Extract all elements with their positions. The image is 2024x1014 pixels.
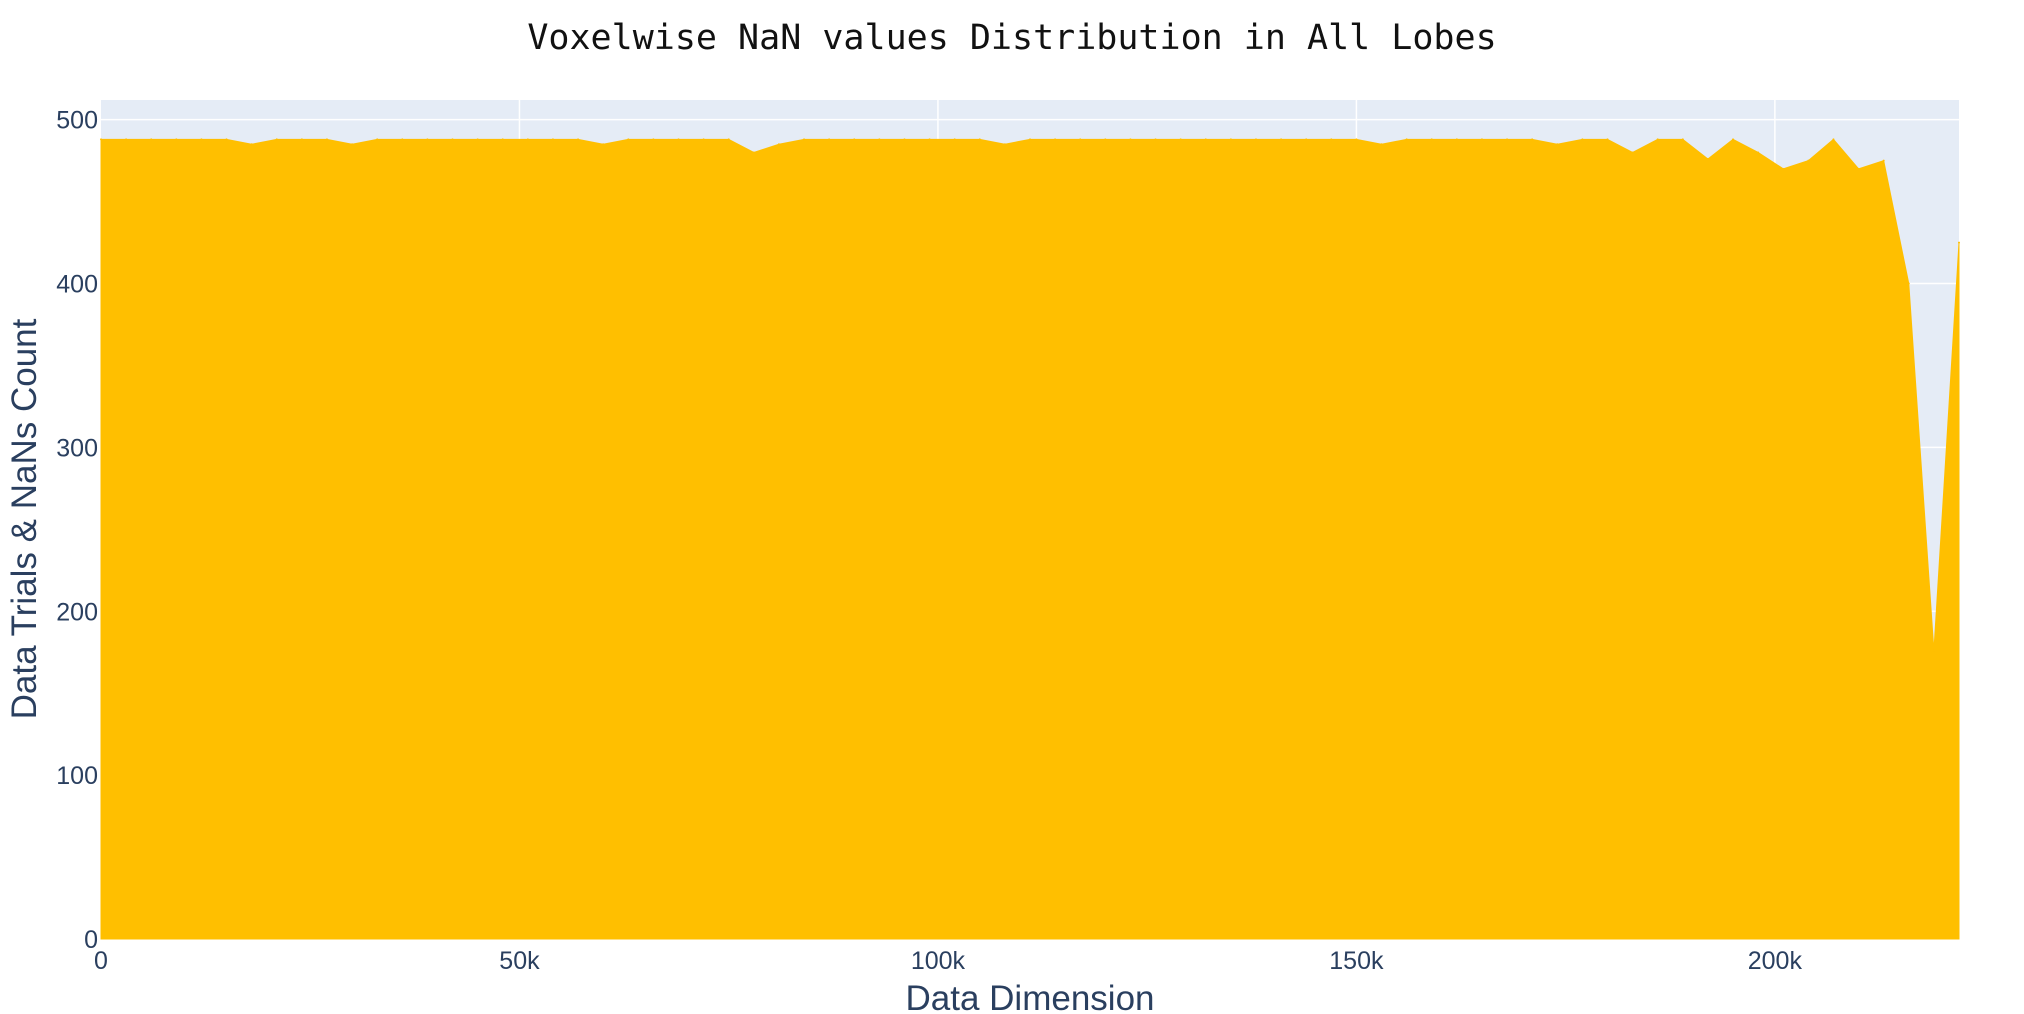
x-tick-label: 100k <box>911 947 966 975</box>
series-area <box>100 138 1960 940</box>
data-point <box>1179 138 1182 141</box>
data-point <box>551 138 554 141</box>
data-point <box>903 138 906 141</box>
data-point <box>1029 138 1031 141</box>
data-point <box>1003 143 1006 146</box>
data-point <box>577 138 580 141</box>
data-point <box>300 138 303 141</box>
x-tick-label: 200k <box>1748 947 1803 975</box>
x-axis-ticks: 0 50k 100k 150k 200k <box>94 947 1802 975</box>
data-point <box>1455 138 1458 141</box>
data-point <box>476 138 479 141</box>
data-point <box>752 151 755 154</box>
data-point <box>501 138 504 141</box>
data-point <box>702 138 705 141</box>
data-point <box>602 143 605 146</box>
data-point <box>853 138 856 141</box>
data-point <box>1280 138 1283 141</box>
data-point <box>677 138 680 141</box>
data-point <box>351 143 354 146</box>
data-point <box>1832 138 1835 141</box>
data-point <box>1581 138 1584 141</box>
x-tick-label: 50k <box>499 947 540 975</box>
data-point <box>878 138 881 141</box>
y-axis-ticks: 0 100 200 300 400 500 <box>56 107 98 954</box>
data-point <box>1480 138 1483 141</box>
data-point <box>1430 138 1433 141</box>
data-point <box>1229 138 1232 141</box>
data-point <box>978 138 981 141</box>
data-point <box>928 138 931 141</box>
data-point <box>1782 167 1785 170</box>
y-axis-label: Data Trials & NaNs Count <box>5 318 44 719</box>
data-point <box>1857 167 1860 170</box>
data-point <box>727 138 730 141</box>
data-point <box>1104 138 1107 141</box>
data-point <box>1380 143 1383 146</box>
data-point <box>828 138 831 141</box>
data-point <box>1305 138 1308 141</box>
data-point <box>1606 138 1609 141</box>
chart-title: Voxelwise NaN values Distribution in All… <box>527 18 1496 58</box>
data-point <box>1757 151 1760 154</box>
data-point <box>401 138 404 141</box>
data-point <box>1958 241 1960 244</box>
data-point <box>150 138 153 141</box>
data-point <box>325 138 328 141</box>
data-point <box>200 138 203 141</box>
data-point <box>1556 143 1559 146</box>
data-point <box>175 138 178 141</box>
data-point <box>451 138 454 141</box>
data-point <box>1706 157 1709 160</box>
data-point <box>1506 138 1509 141</box>
data-point <box>100 138 102 141</box>
data-point <box>953 138 956 141</box>
data-point <box>652 138 655 141</box>
data-point <box>777 143 780 146</box>
data-point <box>1932 649 1935 652</box>
y-tick-label: 200 <box>56 598 98 626</box>
data-point <box>275 138 278 141</box>
data-point <box>1531 138 1534 141</box>
y-tick-label: 300 <box>56 434 98 462</box>
data-point <box>1631 151 1634 154</box>
series-area-fill <box>100 138 1960 940</box>
data-point <box>250 143 253 146</box>
x-tick-label: 150k <box>1329 947 1384 975</box>
data-point <box>1154 138 1157 141</box>
data-point <box>1129 138 1132 141</box>
data-point <box>1681 138 1684 141</box>
y-tick-label: 100 <box>56 762 98 790</box>
data-point <box>1882 159 1885 162</box>
data-point <box>426 138 429 141</box>
data-point <box>627 138 630 141</box>
data-point <box>1054 138 1057 141</box>
data-point <box>376 138 379 141</box>
data-point <box>1656 138 1659 141</box>
x-tick-label: 0 <box>94 947 108 975</box>
data-point <box>803 138 806 141</box>
data-point <box>1079 138 1082 141</box>
data-point <box>1907 282 1910 285</box>
data-point <box>225 138 228 141</box>
data-point <box>1405 138 1408 141</box>
data-point <box>1254 138 1257 141</box>
data-point <box>1807 159 1810 162</box>
y-tick-label: 0 <box>84 926 98 954</box>
data-point <box>1204 138 1207 141</box>
data-point <box>1355 138 1358 141</box>
data-point <box>526 138 529 141</box>
y-tick-label: 400 <box>56 271 98 299</box>
y-tick-label: 500 <box>56 107 98 135</box>
x-axis-label: Data Dimension <box>906 979 1155 1014</box>
data-point <box>1732 138 1735 141</box>
data-point <box>1330 138 1333 141</box>
data-point <box>125 138 128 141</box>
